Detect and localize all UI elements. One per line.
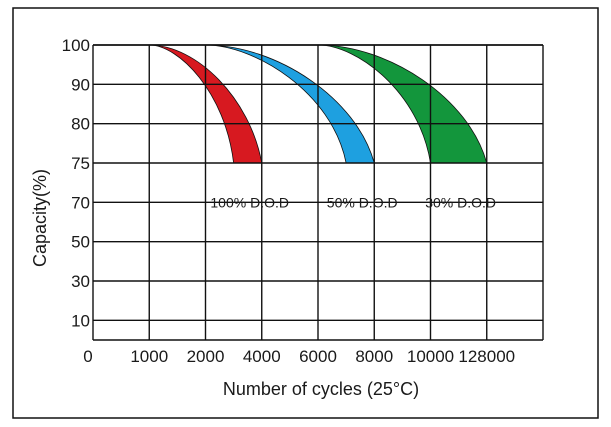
x-tick-label: 2000 [187,347,225,366]
y-tick-label: 90 [71,75,90,94]
y-tick-label: 80 [71,115,90,134]
series-label-3: 30% D.O.D [425,194,496,210]
x-tick-label: 1000 [130,347,168,366]
series-labels: 100% D.O.D 50% D.O.D 30% D.O.D [210,194,496,210]
outer-border [12,7,599,419]
x-tick-labels: 0 1000 2000 4000 6000 8000 10000 128000 [83,347,515,366]
y-tick-labels: 10 30 50 70 75 80 90 100 [62,36,90,330]
x-tick-label: 8000 [355,347,393,366]
series-label-1: 100% D.O.D [210,194,289,210]
x-tick-label: 6000 [299,347,337,366]
y-tick-label: 50 [71,233,90,252]
y-tick-label: 70 [71,193,90,212]
y-tick-label: 30 [71,272,90,291]
x-tick-label: 4000 [243,347,281,366]
x-tick-label: 0 [83,347,92,366]
grid-layer [92,44,544,341]
y-tick-label: 100 [62,36,90,55]
y-tick-label: 75 [71,154,90,173]
x-axis-title: Number of cycles (25°C) [223,379,419,399]
y-axis-title: Capacity(%) [30,169,50,267]
x-tick-label: 128000 [458,347,515,366]
series-label-2: 50% D.O.D [327,194,398,210]
y-tick-label: 10 [71,311,90,330]
x-tick-label: 10000 [407,347,454,366]
